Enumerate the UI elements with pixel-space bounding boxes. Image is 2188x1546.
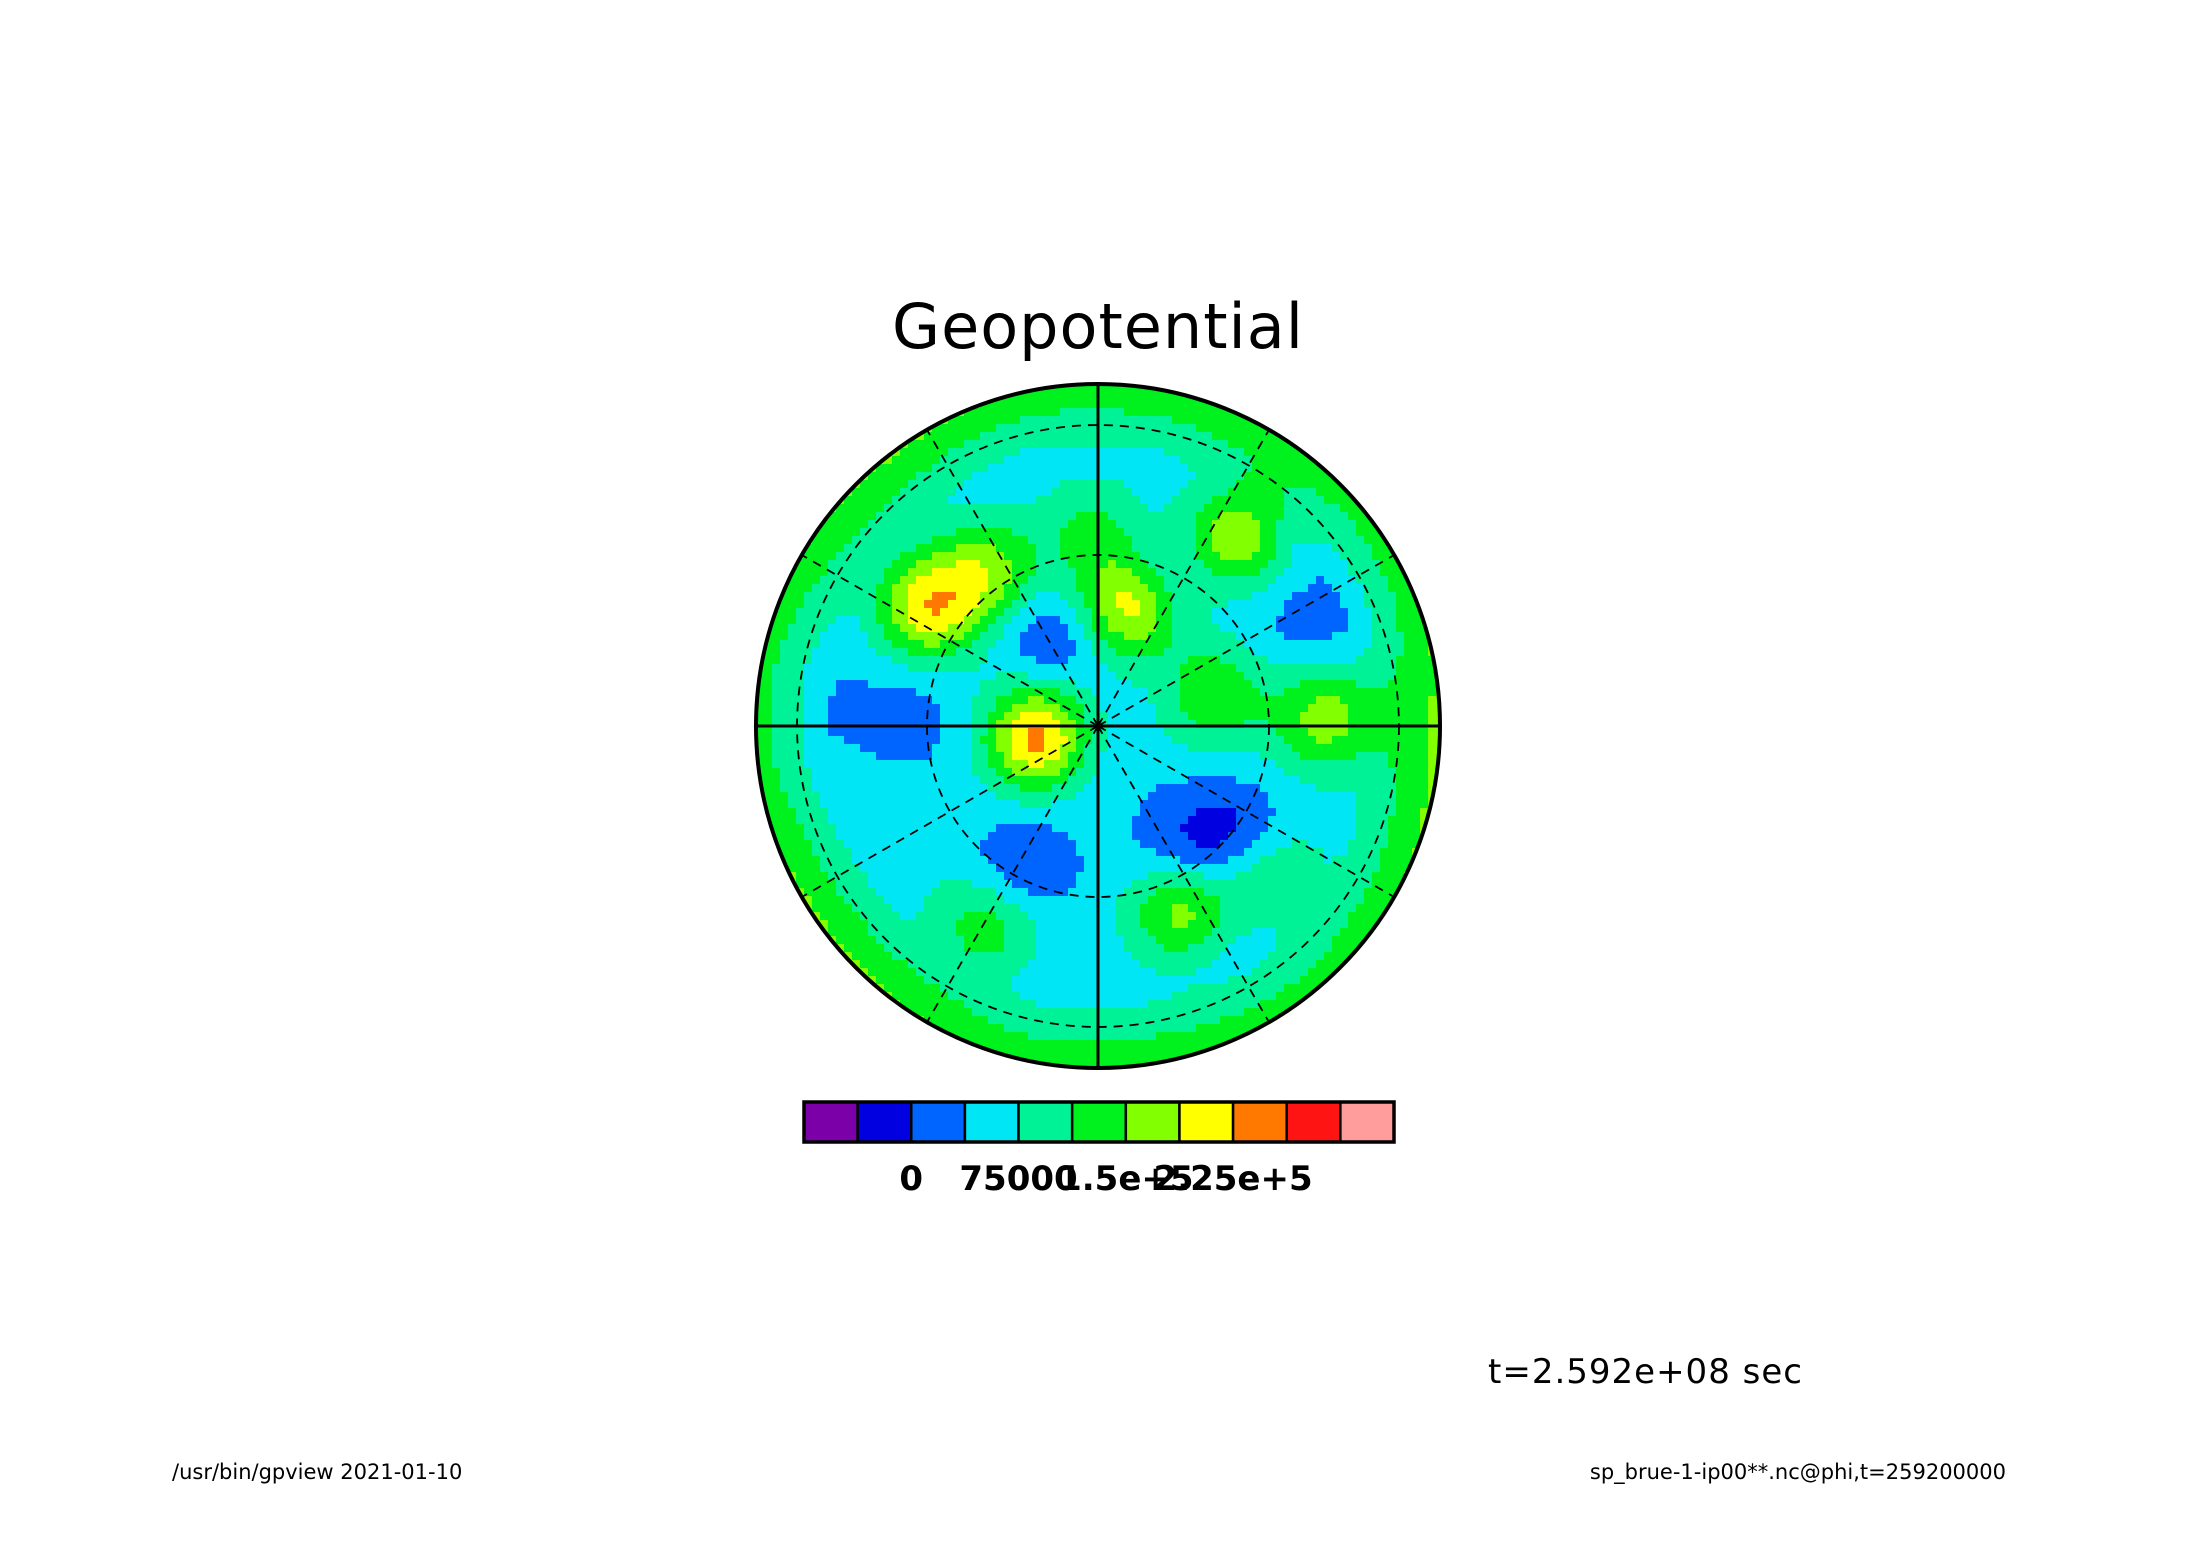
footer-left: /usr/bin/gpview 2021-01-10	[172, 1460, 462, 1484]
time-label: t=2.592e+08 sec	[1488, 1352, 1803, 1392]
meridian-330	[926, 429, 1099, 727]
colorbar-cell	[1124, 1100, 1181, 1144]
meridian-30	[1097, 429, 1270, 727]
meridian-210	[926, 725, 1099, 1023]
colorbar-tick-label: 2.25e+5	[1154, 1159, 1313, 1199]
polar-grid	[756, 384, 1440, 1068]
meridian-150	[1097, 725, 1270, 1023]
colorbar-cell	[856, 1100, 913, 1144]
colorbar-cell	[1178, 1100, 1235, 1144]
colorbar-tick-label: 1.5e+5	[1058, 1159, 1193, 1199]
chart-title: Geopotential	[892, 290, 1304, 363]
colorbar-tick-label: 0	[899, 1159, 923, 1199]
meridian-60	[1097, 554, 1395, 727]
colorbar-cell	[1285, 1100, 1342, 1144]
colorbar-cell	[1339, 1100, 1396, 1144]
colorbar-cell	[802, 1100, 859, 1144]
meridian-300	[801, 554, 1099, 727]
latitude-circle-1	[926, 554, 1270, 898]
footer-right: sp_brue-1-ip00**.nc@phi,t=259200000	[1590, 1460, 2006, 1485]
colorbar-cell	[963, 1100, 1020, 1144]
latitude-circle-2	[796, 424, 1400, 1028]
colorbar-cell	[1017, 1100, 1074, 1144]
colorbar-cell	[910, 1100, 967, 1144]
polar-heatmap	[756, 384, 1440, 1068]
plot-boundary	[754, 382, 1442, 1070]
colorbar-cell	[1070, 1100, 1128, 1144]
colorbar-tick-label: 75000	[959, 1159, 1077, 1199]
meridian-240	[801, 725, 1099, 898]
colorbar-cell	[1231, 1100, 1288, 1144]
colorbar	[802, 1100, 1396, 1144]
meridian-120	[1097, 725, 1395, 898]
